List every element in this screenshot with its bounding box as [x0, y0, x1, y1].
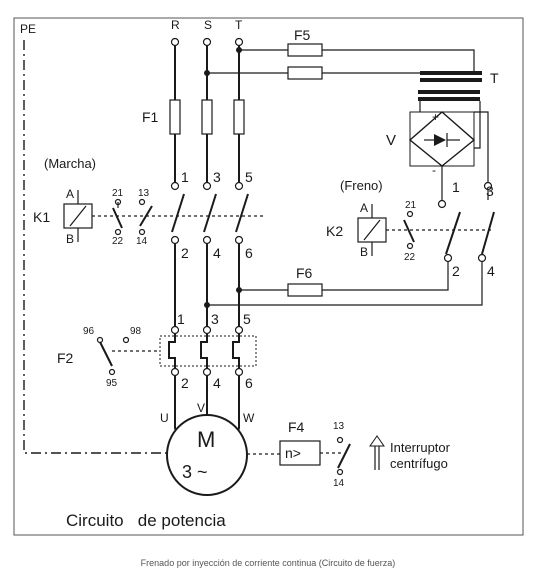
motor-terminal-v: V: [197, 401, 205, 415]
diagram-frame: [13, 17, 524, 536]
arrow-up-icon: [369, 435, 385, 447]
f4-label: F4: [288, 419, 305, 435]
freno-label: (Freno): [340, 178, 383, 193]
rectifier-plus: +: [432, 110, 439, 124]
contactor-k2: (Freno) A B K2 21 22 1 3 2 4: [326, 178, 495, 279]
motor-terminal-u: U: [160, 411, 169, 425]
terminal-r: [170, 37, 180, 47]
k1-coil-a: A: [66, 187, 74, 201]
k1-aux-21: 21: [112, 188, 124, 199]
thermal-relay-f2: 1 3 5 2 4 6 96 98 95 F2: [57, 311, 257, 391]
interruptor-label-1: Interruptor: [390, 440, 451, 455]
k1-label: K1: [33, 209, 50, 225]
rectifier-label: V: [386, 132, 396, 149]
pe-earth-line: PE: [20, 22, 170, 454]
f2-terminal-4: 4: [213, 375, 221, 391]
f2-aux-95: 95: [106, 378, 118, 389]
diagram-title: Circuito de potencia: [66, 511, 226, 530]
fuse-f6-branch: F6: [204, 262, 483, 308]
k1-aux-14: 14: [136, 236, 148, 247]
terminal-s: [202, 37, 212, 47]
k2-aux-22: 22: [404, 252, 416, 263]
k2-label: K2: [326, 223, 343, 239]
k1-terminal-1: 1: [181, 169, 189, 185]
fuse-f1-label: F1: [142, 109, 159, 125]
transformer-t: T: [418, 70, 499, 149]
f2-terminal-1: 1: [177, 311, 185, 327]
fuse-f6-label: F6: [296, 265, 313, 281]
f2-terminal-5: 5: [243, 311, 251, 327]
f2-label: F2: [57, 350, 74, 366]
supply-terminals: R S T: [170, 18, 244, 47]
fuse-f1: F1: [142, 99, 245, 135]
f2-terminal-3: 3: [211, 311, 219, 327]
k1-terminal-2: 2: [181, 245, 189, 261]
motor-label: M: [197, 427, 215, 452]
k1-terminal-5: 5: [245, 169, 253, 185]
motor-terminal-w: W: [243, 411, 255, 425]
f2-terminal-2: 2: [181, 375, 189, 391]
k2-terminal-2: 2: [452, 263, 460, 279]
rectifier-v: V + -: [386, 110, 489, 200]
fuse-f5-branch: F5: [204, 27, 475, 80]
diagram-caption: Frenado por inyección de corriente conti…: [141, 558, 396, 568]
f2-aux-96: 96: [83, 326, 95, 337]
contactor-k1: (Marcha) A B K1 21 22 13 14 1 3 5 2 4: [33, 156, 266, 261]
k1-aux-22: 22: [112, 236, 124, 247]
k2-terminal-4: 4: [487, 263, 495, 279]
diode-icon: [434, 134, 446, 146]
k1-terminal-4: 4: [213, 245, 221, 261]
phase-t-label: T: [235, 18, 243, 32]
f2-terminal-6: 6: [245, 375, 253, 391]
f4-box-label: n>: [285, 445, 301, 461]
phase-wires-middle: [174, 244, 240, 326]
k2-terminal-3: 3: [486, 183, 494, 199]
k2-coil-b: B: [360, 245, 368, 259]
k2-coil-a: A: [360, 201, 368, 215]
motor-m: M 3 ~: [166, 414, 280, 496]
k1-terminal-6: 6: [245, 245, 253, 261]
k2-aux-21: 21: [405, 200, 417, 211]
k2-terminal-1: 1: [452, 179, 460, 195]
pe-label: PE: [20, 22, 36, 36]
k1-terminal-3: 3: [213, 169, 221, 185]
phase-r-label: R: [171, 18, 180, 32]
terminal-t: [234, 37, 244, 47]
motor-phase-label: 3 ~: [182, 462, 208, 482]
transformer-label: T: [490, 70, 499, 86]
interruptor-label-2: centrífugo: [390, 456, 448, 471]
centrifugal-switch-f4: n> F4 13 14 Interruptor centrífugo: [279, 419, 451, 489]
k1-aux-13: 13: [138, 188, 150, 199]
phase-s-label: S: [204, 18, 212, 32]
f4-aux-13: 13: [333, 421, 345, 432]
f4-aux-14: 14: [333, 478, 345, 489]
rectifier-minus: -: [432, 163, 436, 177]
marcha-label: (Marcha): [44, 156, 96, 171]
fuse-f5-label: F5: [294, 27, 311, 43]
k1-coil-b: B: [66, 232, 74, 246]
f2-aux-98: 98: [130, 326, 142, 337]
